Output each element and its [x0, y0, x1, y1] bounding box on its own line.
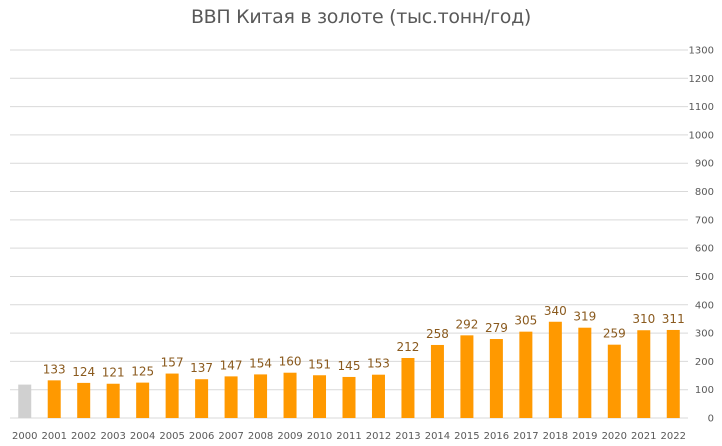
- bar-2003: [106, 383, 120, 418]
- data-label-2002: 124: [72, 365, 95, 379]
- y-tick-label: 0: [708, 414, 714, 425]
- data-label-2012: 153: [367, 357, 390, 371]
- data-label-2005: 157: [161, 356, 184, 370]
- x-tick-label: 2022: [661, 431, 686, 442]
- bar-2018: [548, 321, 562, 418]
- bar-2000: [18, 384, 32, 418]
- x-axis: 2000 2001 2002 2003 2004 2005 2006 2007 2008 2009…: [12, 431, 686, 442]
- y-tick-label: 800: [695, 187, 714, 198]
- x-tick-label: 2002: [71, 431, 96, 442]
- x-tick-label: 2015: [454, 431, 479, 442]
- bar-2012: [371, 374, 385, 418]
- y-tick-label: 300: [695, 329, 714, 340]
- x-tick-label: 2010: [307, 431, 332, 442]
- x-tick-label: 2017: [513, 431, 538, 442]
- x-tick-label: 2005: [159, 431, 184, 442]
- y-tick-label: 400: [695, 300, 714, 311]
- y-tick-label: 900: [695, 159, 714, 170]
- bar-2008: [254, 374, 268, 418]
- data-label-2014: 258: [426, 327, 449, 341]
- y-tick-label: 1000: [689, 130, 714, 141]
- data-label-2006: 137: [190, 361, 213, 375]
- x-tick-label: 2021: [631, 431, 656, 442]
- data-label-2022: 311: [662, 312, 685, 326]
- x-tick-label: 2007: [218, 431, 243, 442]
- bar-2021: [637, 330, 651, 418]
- y-tick-label: 700: [695, 215, 714, 226]
- x-tick-label: 2006: [189, 431, 214, 442]
- y-tick-label: 1100: [689, 102, 714, 113]
- bar-2010: [313, 375, 327, 418]
- data-label-2001: 133: [43, 362, 66, 376]
- y-tick-label: 1200: [689, 74, 714, 85]
- bar-2013: [401, 357, 415, 418]
- bar-2019: [578, 327, 592, 418]
- bar-2015: [460, 335, 474, 418]
- x-tick-label: 2009: [277, 431, 302, 442]
- x-tick-label: 2000: [12, 431, 37, 442]
- bar-2017: [519, 331, 533, 418]
- data-label-2018: 340: [544, 304, 567, 318]
- data-label-2013: 212: [397, 340, 420, 354]
- bar-2001: [47, 380, 61, 418]
- bar-2007: [224, 376, 238, 418]
- x-tick-label: 2001: [41, 431, 66, 442]
- data-label-2010: 151: [308, 357, 331, 371]
- x-tick-label: 2004: [130, 431, 155, 442]
- data-label-2011: 145: [338, 359, 361, 373]
- y-tick-label: 1300: [689, 46, 714, 57]
- bar-2002: [77, 382, 91, 418]
- y-tick-label: 500: [695, 272, 714, 283]
- data-label-2015: 292: [455, 317, 478, 331]
- bars: [18, 321, 680, 418]
- bar-2006: [195, 379, 209, 418]
- data-label-2021: 310: [632, 312, 655, 326]
- bar-2004: [136, 382, 150, 418]
- bar-2011: [342, 376, 356, 418]
- data-label-2020: 259: [603, 327, 626, 341]
- x-tick-label: 2020: [602, 431, 627, 442]
- x-tick-label: 2013: [395, 431, 420, 442]
- x-tick-label: 2012: [366, 431, 391, 442]
- y-axis: 0 100 200 300 400 500 600 700 800 900 1000 1100 1200…: [689, 46, 714, 425]
- data-label-2008: 154: [249, 356, 272, 370]
- bar-2020: [607, 344, 621, 418]
- x-tick-label: 2019: [572, 431, 597, 442]
- x-tick-label: 2014: [425, 431, 450, 442]
- gridlines: [10, 49, 688, 419]
- x-tick-label: 2018: [543, 431, 568, 442]
- bar-2022: [666, 329, 680, 418]
- data-label-2004: 125: [131, 365, 154, 379]
- data-label-2009: 160: [279, 355, 302, 369]
- data-label-2003: 121: [102, 366, 125, 380]
- data-labels: 133 124 121 125 157 137 147 154 160 151 145 153 212 2…: [43, 304, 685, 380]
- data-label-2016: 279: [485, 321, 508, 335]
- y-tick-label: 600: [695, 244, 714, 255]
- y-tick-label: 200: [695, 357, 714, 368]
- data-label-2017: 305: [514, 314, 537, 328]
- bar-2014: [430, 344, 444, 418]
- y-tick-label: 100: [695, 385, 714, 396]
- data-label-2007: 147: [220, 358, 243, 372]
- x-tick-label: 2008: [248, 431, 273, 442]
- x-tick-label: 2003: [100, 431, 125, 442]
- bar-2016: [489, 339, 503, 418]
- chart-title: ВВП Китая в золоте (тыс.тонн/год): [190, 6, 532, 28]
- data-label-2019: 319: [573, 310, 596, 324]
- bar-2009: [283, 372, 297, 418]
- x-tick-label: 2016: [484, 431, 509, 442]
- bar-2005: [165, 373, 179, 418]
- x-tick-label: 2011: [336, 431, 361, 442]
